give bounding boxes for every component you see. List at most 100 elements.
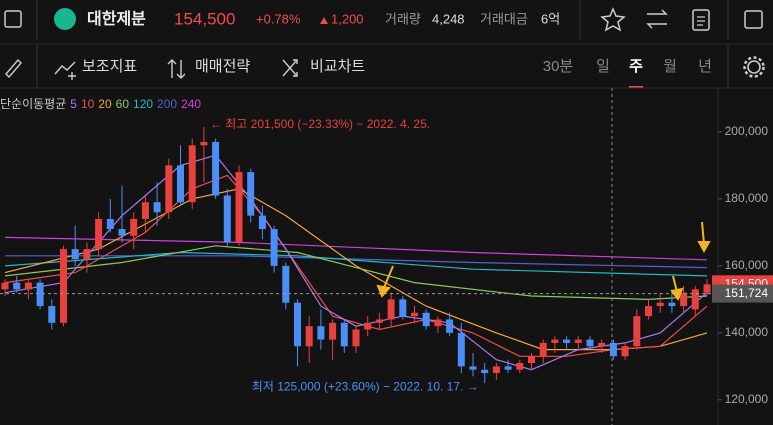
period-tab[interactable]: 년	[698, 58, 712, 75]
candle-body	[71, 249, 79, 260]
candle-body	[645, 306, 652, 317]
panel-icon[interactable]	[4, 10, 22, 28]
candle-body	[656, 302, 664, 307]
settings-icon[interactable]	[747, 60, 761, 74]
candle-body	[118, 229, 126, 236]
header: 대한제분 154,500 +0.78% 1,200 거래량 4,248 거래대금…	[4, 0, 773, 40]
ma-legend-entry: 20	[98, 97, 112, 111]
candle-body	[294, 302, 301, 347]
candle-body	[609, 342, 617, 357]
candle-body	[563, 339, 571, 343]
candle-body	[434, 319, 442, 327]
y-tick-label: 120,000	[725, 392, 769, 406]
ma-legend: 단순이동평균 5 10 20 60 120 200 240	[0, 97, 201, 111]
ma-legend-entry: 200	[157, 97, 177, 111]
candle-body	[586, 339, 594, 347]
indicator-icon	[54, 61, 76, 80]
candle-body	[680, 292, 688, 307]
candle-body	[375, 319, 383, 323]
draw-icon[interactable]	[5, 58, 22, 79]
candle-body	[598, 342, 606, 347]
candle-body	[141, 202, 149, 219]
ma-legend-entry: 5	[70, 97, 77, 111]
period-tab[interactable]: 30분	[543, 58, 574, 75]
ma-legend-entry: 60	[116, 97, 130, 111]
ma-line	[4, 245, 708, 301]
signal-arrow	[382, 265, 394, 291]
candle-body	[364, 322, 372, 330]
candle-body	[551, 339, 559, 343]
ma-legend-entry: 240	[181, 97, 201, 111]
toolbar-button[interactable]: 보조지표	[82, 58, 137, 75]
compare-icon	[282, 59, 298, 77]
ma-title: 단순이동평균	[0, 97, 66, 111]
settings-gear	[743, 56, 765, 78]
y-tick-label: 160,000	[725, 258, 769, 272]
candle-body	[481, 369, 489, 374]
strategy-icon	[167, 59, 186, 79]
candle-body	[621, 346, 629, 357]
candle-body	[13, 282, 21, 290]
candle-body	[165, 165, 173, 213]
toolbar: 보조지표 매매전략 비교차트 30분 일 주 월 년	[5, 44, 765, 88]
swap-icon[interactable]	[646, 9, 668, 29]
candle-body	[235, 172, 243, 243]
candle-body	[691, 289, 699, 310]
candle-body	[282, 265, 290, 303]
candle-body	[446, 319, 454, 333]
candle-body	[130, 218, 138, 236]
toolbar-button[interactable]: 매매전략	[195, 58, 250, 75]
candle-body	[329, 322, 337, 340]
candle-body	[574, 339, 582, 343]
candle-body	[258, 215, 266, 230]
candle-body	[106, 218, 114, 230]
candle-body	[457, 332, 465, 367]
candle-body	[1, 282, 9, 290]
candle-body	[177, 165, 184, 203]
candle-body	[188, 145, 196, 203]
candle-body	[270, 229, 278, 266]
candle-body	[422, 312, 430, 327]
change: 1,200	[331, 11, 364, 26]
ma-legend-entry: 10	[81, 97, 95, 111]
candle-body	[399, 299, 407, 317]
candle-body	[36, 282, 44, 307]
candle-body	[247, 172, 255, 216]
candle-body	[24, 282, 32, 290]
stock-name: 대한제분	[87, 9, 146, 28]
candle-body	[703, 284, 711, 293]
chart: 120,000 140,000 160,000 180,000 200,000 단순이동평…	[0, 97, 773, 406]
candle-body	[528, 356, 535, 364]
candle-body	[223, 195, 231, 243]
header-actions	[573, 0, 773, 40]
period-tab[interactable]: 일	[596, 58, 610, 75]
candle-body	[668, 302, 676, 307]
panel-icon[interactable]	[744, 10, 763, 29]
candle-body	[387, 299, 395, 320]
candle-body	[516, 363, 524, 370]
candle-body	[633, 316, 641, 347]
volume: 4,248	[432, 11, 465, 26]
y-tick-label: 140,000	[725, 325, 769, 339]
price-tag	[712, 284, 773, 303]
memo-icon[interactable]	[692, 9, 710, 31]
candle-body	[60, 249, 67, 323]
favorite-icon[interactable]	[600, 7, 626, 32]
period-tab[interactable]: 주	[629, 58, 643, 75]
candle-body	[212, 141, 220, 196]
logo	[54, 8, 76, 30]
memo-lines	[697, 16, 705, 26]
annotation: ← 최고 201,500 (−23.33%) − 2022. 4. 25.	[210, 117, 430, 131]
y-tick-label: 180,000	[725, 191, 769, 205]
signal-arrowhead	[376, 284, 391, 298]
period-tab[interactable]: 월	[663, 58, 677, 75]
up-triangle	[320, 17, 328, 24]
toolbar-button[interactable]: 비교차트	[310, 58, 365, 75]
candle-body	[411, 312, 418, 317]
price-tag-label: 151,724	[725, 286, 769, 300]
tab-underline	[629, 86, 643, 88]
candle-body	[48, 306, 56, 323]
candle-body	[504, 366, 512, 370]
